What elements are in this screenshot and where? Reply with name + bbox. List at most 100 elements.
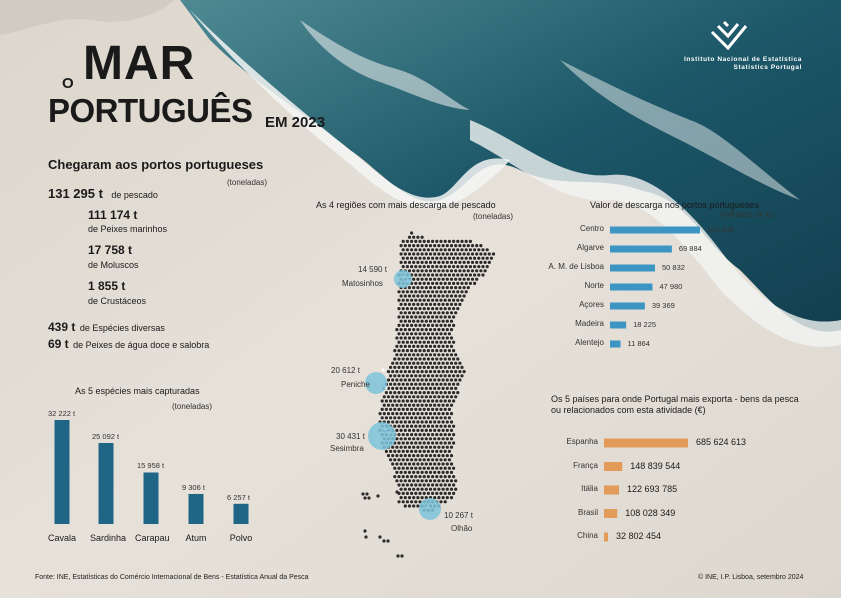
map-dot (437, 353, 441, 357)
map-dot (452, 248, 456, 252)
map-dot (395, 395, 399, 399)
map-dot (418, 290, 422, 294)
export-bar (604, 438, 688, 448)
map-dot (428, 445, 433, 449)
map-dot (449, 403, 454, 407)
map-dot (431, 281, 435, 285)
species-bar-value: 32 222 t (48, 409, 76, 418)
map-dot (420, 336, 424, 340)
map-dot (456, 374, 460, 378)
map-dot (416, 412, 420, 416)
map-dot (433, 437, 437, 441)
map-dot (405, 483, 409, 487)
map-dot (443, 458, 447, 462)
map-dot (401, 491, 405, 495)
map-dot (441, 286, 445, 290)
map-dot (443, 491, 447, 495)
map-dot (475, 260, 479, 264)
map-dot (424, 454, 428, 458)
olhao-label: Olhão (451, 524, 473, 533)
map-dot (403, 361, 407, 365)
map-dot (435, 449, 439, 453)
map-dot (437, 395, 441, 399)
map-dot (456, 357, 460, 361)
map-dot (395, 470, 399, 474)
map-dot (412, 353, 416, 357)
map-dot (433, 286, 437, 290)
map-dot (410, 298, 414, 302)
map-dot (410, 433, 414, 437)
map-dot (445, 428, 449, 432)
map-dot (414, 399, 418, 403)
map-dot (393, 365, 397, 369)
map-dot (401, 475, 405, 479)
map-dot (414, 256, 418, 260)
map-dot (447, 265, 451, 269)
map-dot (397, 500, 401, 504)
map-dot (443, 273, 447, 277)
map-dot (445, 319, 449, 323)
map-dot (443, 449, 447, 453)
map-dot (431, 349, 435, 353)
map-dot (437, 437, 441, 441)
map-dot (426, 332, 430, 336)
map-dot (410, 340, 414, 344)
map-dot (481, 256, 485, 260)
map-dot (462, 294, 466, 298)
map-dot (449, 361, 454, 365)
map-dot (414, 265, 418, 269)
map-dot (401, 424, 405, 428)
highlight-dot (381, 368, 385, 372)
map-dot (435, 458, 439, 462)
map-dot (397, 323, 401, 327)
map-dot (452, 466, 456, 470)
value-bar (610, 302, 645, 310)
map-dot (441, 370, 445, 374)
map-dot (443, 307, 447, 311)
map-dot (424, 395, 428, 399)
map-dot (405, 265, 409, 269)
map-dot (424, 370, 428, 374)
map-dot (418, 500, 422, 504)
map-dot (395, 328, 399, 332)
map-dot (443, 340, 447, 344)
map-dot (447, 483, 451, 487)
map-dot (431, 458, 435, 462)
map-dot (452, 298, 456, 302)
map-dot (447, 441, 451, 445)
map-dot (416, 445, 420, 449)
map-dot (479, 260, 483, 264)
map-dot (458, 269, 462, 273)
map-dot (414, 290, 418, 294)
fish-value: 111 174 t (88, 208, 138, 222)
map-dot (439, 323, 443, 327)
value-chart-title: Valor de descarga nos portos portugueses (590, 200, 759, 210)
map-dot (466, 269, 470, 273)
map-dot (452, 357, 456, 361)
map-dot (422, 340, 426, 344)
map-dot (431, 391, 435, 395)
fish-label: de Peixes marinhos (88, 224, 168, 234)
map-dot (458, 252, 462, 256)
map-dot (466, 260, 470, 264)
map-dot (395, 428, 399, 432)
map-dot (458, 370, 462, 374)
map-dot (407, 244, 412, 248)
map-dot (416, 311, 420, 315)
map-dot (447, 416, 451, 420)
map-dot (456, 248, 460, 252)
map-dot (443, 407, 447, 411)
map-dot (403, 420, 407, 424)
map-dot (418, 466, 422, 470)
map-dot (422, 332, 426, 336)
map-dot (475, 252, 479, 256)
map-dot (391, 403, 395, 407)
map-dot (420, 361, 424, 365)
map-dot (435, 265, 439, 269)
map-dot (405, 248, 409, 252)
map-dot (416, 353, 420, 357)
map-dot (384, 399, 388, 403)
map-dot (435, 433, 439, 437)
map-dot (399, 395, 403, 399)
